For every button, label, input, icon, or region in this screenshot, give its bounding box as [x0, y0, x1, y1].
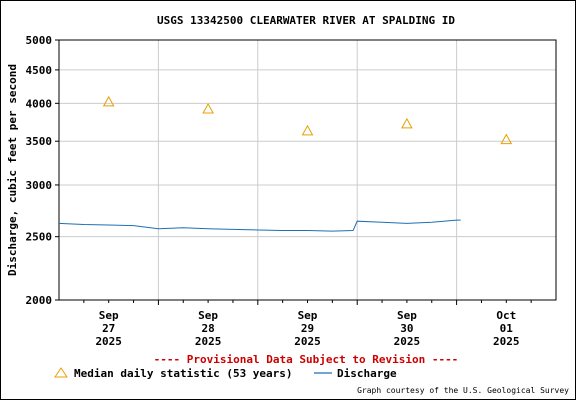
x-tick-label: Oct	[496, 309, 516, 322]
x-tick-label: 29	[301, 322, 314, 335]
x-tick-label: Sep	[99, 309, 119, 322]
y-tick-label: 4500	[26, 64, 53, 77]
legend-median-marker	[54, 367, 68, 378]
chart-title: USGS 13342500 CLEARWATER RIVER AT SPALDI…	[157, 14, 455, 27]
legend: Median daily statistic (53 years) Discha…	[54, 367, 397, 380]
legend-median-label: Median daily statistic (53 years)	[74, 367, 293, 380]
x-axis-ticks: Sep272025Sep282025Sep292025Sep302025Oct0…	[83, 300, 532, 348]
x-tick-label: 27	[102, 322, 115, 335]
grid	[59, 39, 556, 301]
credit-text: Graph courtesy of the U.S. Geological Su…	[357, 386, 569, 395]
x-tick-label: 28	[201, 322, 214, 335]
plot-area-border	[58, 39, 557, 301]
x-tick-label: Sep	[397, 309, 417, 322]
y-tick-label: 2000	[26, 294, 53, 307]
y-tick-label: 3500	[26, 135, 53, 148]
discharge-line	[58, 219, 461, 232]
legend-discharge-label: Discharge	[337, 367, 397, 380]
series-layer	[58, 95, 513, 232]
x-tick-label: 2025	[294, 335, 321, 348]
x-tick-label: 2025	[195, 335, 222, 348]
median-marker	[500, 133, 513, 145]
median-marker	[401, 117, 413, 129]
median-marker	[202, 103, 214, 114]
y-axis-ticks: 2000 2500 3000 3500 4000 4500 5000	[26, 34, 59, 307]
x-tick-label: 2025	[493, 335, 520, 348]
median-marker	[102, 95, 115, 107]
y-tick-label: 5000	[26, 34, 53, 47]
x-tick-label: Sep	[298, 309, 318, 322]
x-tick-label: 01	[500, 322, 514, 335]
y-tick-label: 2500	[26, 231, 53, 244]
x-tick-label: 30	[400, 322, 413, 335]
x-tick-label: Sep	[198, 309, 218, 322]
y-tick-label: 3000	[26, 179, 53, 192]
x-tick-label: 2025	[95, 335, 122, 348]
y-tick-label: 4000	[26, 97, 53, 110]
x-tick-label: 2025	[394, 335, 421, 348]
provisional-note: ---- Provisional Data Subject to Revisio…	[154, 353, 459, 366]
median-marker	[301, 124, 314, 136]
y-axis-label: Discharge, cubic feet per second	[6, 64, 19, 276]
